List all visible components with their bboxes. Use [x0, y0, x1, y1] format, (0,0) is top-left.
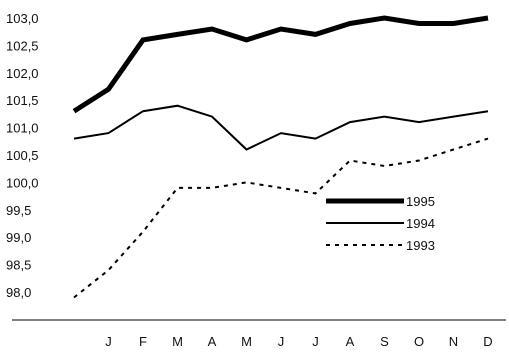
- x-tick-label: J: [312, 334, 319, 349]
- y-tick-label: 99,0: [6, 230, 31, 245]
- x-tick-label: O: [414, 334, 424, 349]
- x-tick-label: J: [105, 334, 112, 349]
- x-tick-label: A: [208, 334, 217, 349]
- y-tick-label: 100,5: [6, 148, 39, 163]
- x-tick-label: N: [449, 334, 458, 349]
- y-axis-tick-labels: 103,0 102,5 102,0 101,5 101,0 100,5 100,0 99,5 9…: [6, 11, 39, 300]
- y-tick-label: 101,0: [6, 121, 39, 136]
- y-tick-label: 103,0: [6, 11, 39, 26]
- legend: 1995 1994 1993: [326, 194, 435, 253]
- legend-label: 1995: [406, 194, 435, 209]
- x-tick-label: A: [346, 334, 355, 349]
- series-lines: [72, 15, 489, 299]
- legend-label: 1993: [406, 238, 435, 253]
- x-tick-label: M: [241, 334, 252, 349]
- series-line-1993: [73, 137, 489, 299]
- y-tick-label: 102,0: [6, 66, 39, 81]
- x-tick-label: S: [380, 334, 389, 349]
- y-tick-label: 102,5: [6, 38, 39, 53]
- series-line-1995: [72, 15, 489, 114]
- y-tick-label: 99,5: [6, 203, 31, 218]
- y-tick-label: 98,0: [6, 285, 31, 300]
- x-tick-label: M: [172, 334, 183, 349]
- series-line-1994: [73, 104, 489, 151]
- x-tick-label: J: [278, 334, 285, 349]
- y-tick-label: 100,0: [6, 175, 39, 190]
- x-tick-label: F: [139, 334, 147, 349]
- x-tick-label: D: [483, 334, 492, 349]
- y-tick-label: 98,5: [6, 258, 31, 273]
- legend-label: 1994: [406, 216, 435, 231]
- y-tick-label: 101,5: [6, 93, 39, 108]
